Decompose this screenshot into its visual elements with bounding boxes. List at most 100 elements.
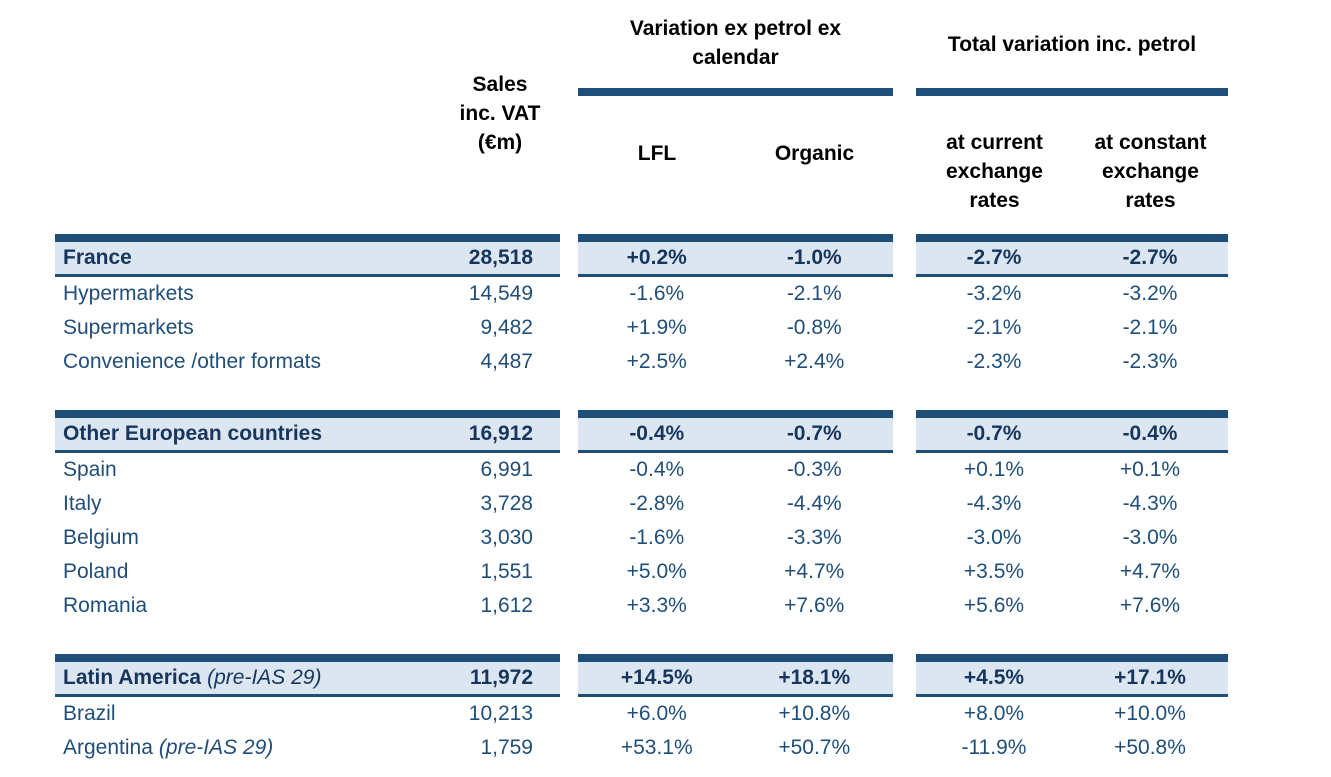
table-row: Brazil 10,213 +6.0% +10.8% +8.0% +10.0% bbox=[55, 697, 1228, 731]
section-label-text: Other European countries bbox=[63, 422, 323, 445]
column-header-text: at constant exchange rates bbox=[1094, 131, 1207, 212]
table-row: Convenience /other formats 4,487 +2.5% +… bbox=[55, 345, 1228, 379]
group-underline-bar bbox=[578, 88, 893, 96]
sales-value: 4,487 bbox=[480, 350, 533, 373]
organic-value: -0.3% bbox=[786, 458, 842, 481]
constant-rate-value: +17.1% bbox=[1114, 666, 1186, 689]
table-row: Supermarkets 9,482 +1.9% -0.8% -2.1% -2.… bbox=[55, 311, 1228, 345]
sales-value: 10,213 bbox=[468, 702, 533, 725]
section-label-text: France bbox=[63, 246, 132, 269]
organic-value: -4.4% bbox=[786, 492, 842, 515]
row-label-text: Argentina bbox=[63, 736, 153, 759]
current-rate-value: +4.5% bbox=[963, 666, 1025, 689]
column-header-current-rates: at current exchange rates bbox=[916, 128, 1073, 215]
section-latin-america: Latin America (pre-IAS 29) 11,972 +14.5% … bbox=[55, 654, 1228, 765]
constant-rate-value: +0.1% bbox=[1119, 458, 1181, 481]
current-rate-value: -3.0% bbox=[966, 526, 1022, 549]
row-label: Poland bbox=[63, 560, 129, 583]
lfl-value: -1.6% bbox=[629, 526, 685, 549]
constant-rate-value: +7.6% bbox=[1119, 594, 1181, 617]
row-label: Belgium bbox=[63, 526, 139, 549]
organic-value: +18.1% bbox=[778, 666, 851, 689]
lfl-value: +0.2% bbox=[626, 246, 687, 269]
current-rate-value: -11.9% bbox=[961, 736, 1027, 759]
lfl-value: +2.5% bbox=[626, 350, 687, 373]
sales-value: 1,551 bbox=[480, 560, 533, 583]
table-row: Romania 1,612 +3.3% +7.6% +5.6% +7.6% bbox=[55, 589, 1228, 623]
section-total-row: Latin America (pre-IAS 29) 11,972 +14.5% … bbox=[55, 654, 1228, 697]
lfl-value: -2.8% bbox=[629, 492, 685, 515]
constant-rate-value: +10.0% bbox=[1114, 702, 1186, 725]
organic-value: +50.7% bbox=[778, 736, 851, 759]
constant-rate-value: -4.3% bbox=[1122, 492, 1178, 515]
row-label: Hypermarkets bbox=[63, 282, 194, 305]
group-underline-bar bbox=[916, 88, 1228, 96]
row-label-note: (pre-IAS 29) bbox=[158, 736, 274, 759]
sales-value: 16,912 bbox=[468, 422, 533, 445]
lfl-value: +5.0% bbox=[626, 560, 687, 583]
lfl-value: +3.3% bbox=[626, 594, 687, 617]
constant-rate-value: -2.3% bbox=[1122, 350, 1178, 373]
lfl-value: +6.0% bbox=[626, 702, 687, 725]
section-label: Other European countries bbox=[55, 418, 383, 450]
section-label: France bbox=[55, 242, 383, 274]
constant-rate-value: -3.2% bbox=[1122, 282, 1178, 305]
constant-rate-value: -3.0% bbox=[1122, 526, 1178, 549]
sales-value: 3,030 bbox=[480, 526, 533, 549]
row-label: Spain bbox=[63, 458, 117, 481]
constant-rate-value: +4.7% bbox=[1119, 560, 1181, 583]
table-row: Poland 1,551 +5.0% +4.7% +3.5% +4.7% bbox=[55, 555, 1228, 589]
current-rate-value: -2.7% bbox=[966, 246, 1022, 269]
current-rate-value: +8.0% bbox=[963, 702, 1025, 725]
lfl-value: -0.4% bbox=[629, 458, 685, 481]
lfl-value: +1.9% bbox=[626, 316, 687, 339]
sales-value: 14,549 bbox=[468, 282, 533, 305]
table-body: France 28,518 +0.2% -1.0% -2.7% -2.7% Hy… bbox=[55, 234, 1228, 765]
sales-value: 1,612 bbox=[480, 594, 533, 617]
group-header-line: Variation ex petrol ex bbox=[629, 17, 842, 40]
organic-value: -1.0% bbox=[786, 246, 842, 269]
lfl-value: -1.6% bbox=[629, 282, 685, 305]
sales-value: 11,972 bbox=[469, 666, 533, 689]
row-label: Brazil bbox=[63, 702, 116, 725]
current-rate-value: -2.1% bbox=[966, 316, 1022, 339]
row-label: Argentina (pre-IAS 29) bbox=[55, 731, 383, 765]
constant-rate-value: +50.8% bbox=[1114, 736, 1186, 759]
constant-rate-value: -2.1% bbox=[1122, 316, 1178, 339]
section-label: Latin America (pre-IAS 29) bbox=[55, 662, 383, 694]
section-total-row: Other European countries 16,912 -0.4% -0… bbox=[55, 410, 1228, 453]
sales-value: 6,991 bbox=[480, 458, 533, 481]
table-row: Spain 6,991 -0.4% -0.3% +0.1% +0.1% bbox=[55, 453, 1228, 487]
sales-value: 28,518 bbox=[468, 246, 533, 269]
table-row: Hypermarkets 14,549 -1.6% -2.1% -3.2% -3… bbox=[55, 277, 1228, 311]
sales-header-line: (€m) bbox=[477, 131, 523, 154]
sales-value: 9,482 bbox=[480, 316, 533, 339]
sales-value: 1,759 bbox=[480, 736, 533, 759]
row-label: Romania bbox=[63, 594, 148, 617]
sales-column-header: Sales inc. VAT (€m) bbox=[420, 70, 580, 157]
column-header-constant-rates: at constant exchange rates bbox=[1073, 128, 1228, 215]
current-rate-value: -2.3% bbox=[966, 350, 1022, 373]
current-rate-value: -0.7% bbox=[966, 422, 1022, 445]
organic-value: +2.4% bbox=[784, 350, 845, 373]
section-label-text: Latin America bbox=[63, 666, 202, 689]
column-header-organic: Organic bbox=[774, 142, 855, 165]
section-france: France 28,518 +0.2% -1.0% -2.7% -2.7% Hy… bbox=[55, 234, 1228, 379]
organic-value: +10.8% bbox=[778, 702, 851, 725]
organic-value: +4.7% bbox=[784, 560, 845, 583]
group-header-total-variation: Total variation inc. petrol bbox=[947, 33, 1197, 56]
organic-value: -2.1% bbox=[786, 282, 842, 305]
sales-value: 3,728 bbox=[480, 492, 533, 515]
section-label-note: (pre-IAS 29) bbox=[207, 666, 322, 689]
current-rate-value: +0.1% bbox=[963, 458, 1025, 481]
organic-value: -0.7% bbox=[786, 422, 842, 445]
organic-value: -0.8% bbox=[786, 316, 842, 339]
current-rate-value: -4.3% bbox=[966, 492, 1022, 515]
row-label: Supermarkets bbox=[63, 316, 194, 339]
organic-value: +7.6% bbox=[784, 594, 845, 617]
table-row: Belgium 3,030 -1.6% -3.3% -3.0% -3.0% bbox=[55, 521, 1228, 555]
row-label: Convenience /other formats bbox=[63, 350, 321, 373]
lfl-value: -0.4% bbox=[629, 422, 685, 445]
section-other-european: Other European countries 16,912 -0.4% -0… bbox=[55, 410, 1228, 623]
